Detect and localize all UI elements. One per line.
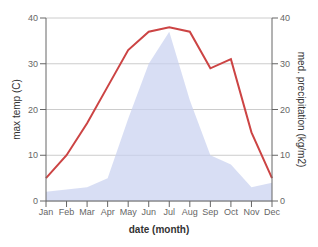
svg-text:date (month): date (month)	[129, 224, 190, 235]
svg-text:Jul: Jul	[164, 207, 176, 217]
svg-text:0: 0	[33, 196, 38, 206]
svg-text:30: 30	[28, 59, 38, 69]
svg-text:Sep: Sep	[202, 207, 218, 217]
svg-text:30: 30	[280, 59, 290, 69]
svg-text:Nov: Nov	[243, 207, 260, 217]
svg-text:0: 0	[280, 196, 285, 206]
svg-text:Jan: Jan	[39, 207, 54, 217]
svg-text:Apr: Apr	[101, 207, 115, 217]
svg-text:Feb: Feb	[59, 207, 75, 217]
svg-text:40: 40	[280, 13, 290, 23]
svg-text:med. precipitation (kg/m2): med. precipitation (kg/m2)	[296, 52, 307, 168]
svg-text:Mar: Mar	[79, 207, 95, 217]
svg-text:Jun: Jun	[141, 207, 156, 217]
svg-text:May: May	[120, 207, 138, 217]
svg-text:Oct: Oct	[224, 207, 239, 217]
svg-text:20: 20	[280, 105, 290, 115]
svg-text:max temp (C): max temp (C)	[11, 79, 22, 140]
svg-text:20: 20	[28, 105, 38, 115]
svg-text:Dec: Dec	[264, 207, 281, 217]
svg-text:40: 40	[28, 13, 38, 23]
svg-text:10: 10	[280, 150, 290, 160]
svg-text:10: 10	[28, 150, 38, 160]
svg-text:Aug: Aug	[182, 207, 198, 217]
